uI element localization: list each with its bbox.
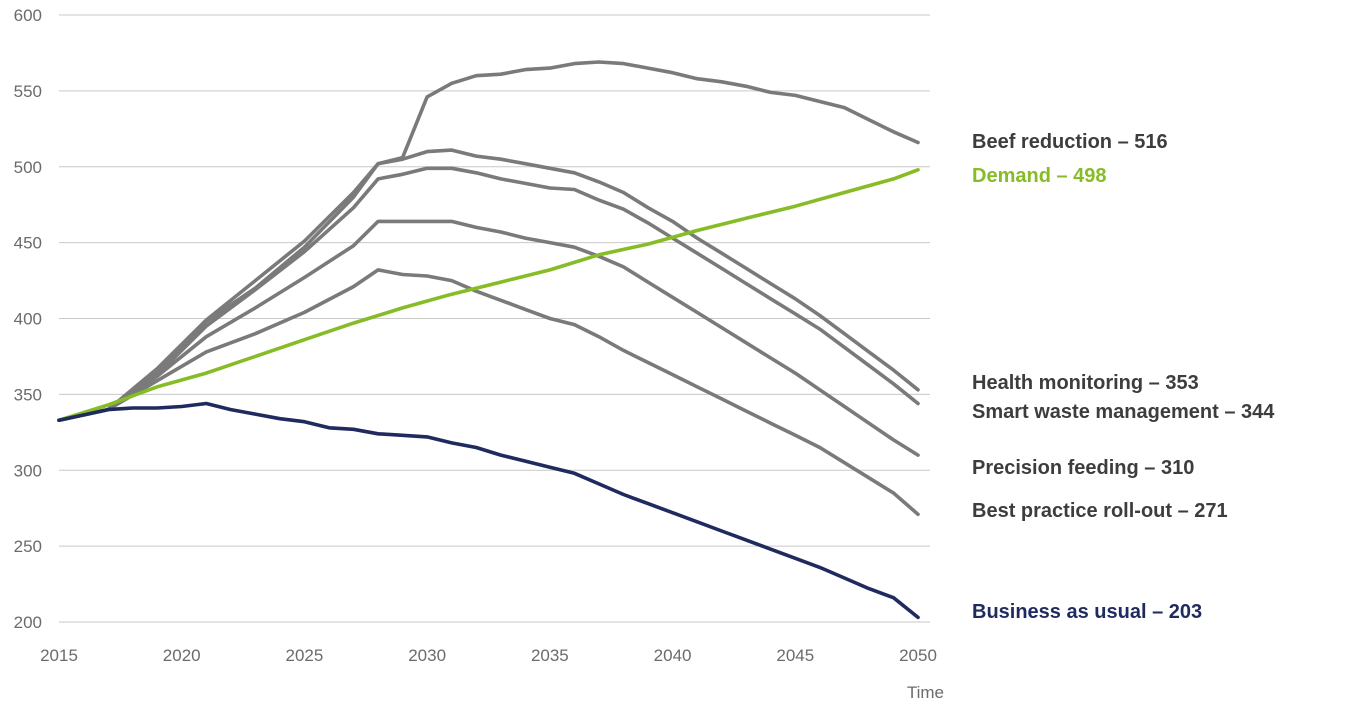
series-line-health-monitoring xyxy=(57,148,920,422)
end-label: Smart waste management – 344 xyxy=(972,401,1275,423)
end-label: Precision feeding – 310 xyxy=(972,457,1194,479)
x-axis-ticks: 2015 2020 2025 2030 2035 2040 2045 2050 xyxy=(40,646,937,665)
end-label: Beef reduction – 516 xyxy=(972,131,1168,153)
y-tick-label: 400 xyxy=(14,310,42,329)
y-tick-label: 350 xyxy=(14,385,42,404)
x-tick-label: 2015 xyxy=(40,646,78,665)
x-axis-label: Time xyxy=(907,683,944,702)
y-tick-label: 200 xyxy=(14,613,42,632)
end-label: Best practice roll-out – 271 xyxy=(972,500,1228,522)
x-tick-label: 2020 xyxy=(163,646,201,665)
y-tick-label: 500 xyxy=(14,158,42,177)
y-tick-label: 300 xyxy=(14,461,42,480)
end-label: Health monitoring – 353 xyxy=(972,372,1199,394)
series-line-precision-feeding xyxy=(57,219,920,457)
x-tick-label: 2045 xyxy=(776,646,814,665)
x-tick-label: 2035 xyxy=(531,646,569,665)
series-line-smart-waste-management xyxy=(57,166,920,422)
x-tick-label: 2030 xyxy=(408,646,446,665)
series-line-demand xyxy=(57,168,920,422)
y-tick-label: 550 xyxy=(14,82,42,101)
series-line-beef-reduction xyxy=(57,60,920,422)
y-tick-label: 600 xyxy=(14,6,42,25)
x-tick-label: 2040 xyxy=(654,646,692,665)
end-label: Demand – 498 xyxy=(972,165,1107,187)
y-tick-label: 250 xyxy=(14,537,42,556)
x-tick-label: 2025 xyxy=(286,646,324,665)
series-line-best-practice-roll-out xyxy=(57,268,920,517)
end-labels: Beef reduction – 516 Demand – 498 Health m… xyxy=(972,131,1275,623)
y-tick-label: 450 xyxy=(14,234,42,253)
end-label: Business as usual – 203 xyxy=(972,601,1202,623)
series-lines xyxy=(57,60,920,620)
y-axis-ticks: 200 250 300 350 400 450 500 550 600 xyxy=(14,6,42,632)
x-tick-label: 2050 xyxy=(899,646,937,665)
series-line-business-as-usual xyxy=(57,401,920,620)
grid xyxy=(59,14,930,623)
